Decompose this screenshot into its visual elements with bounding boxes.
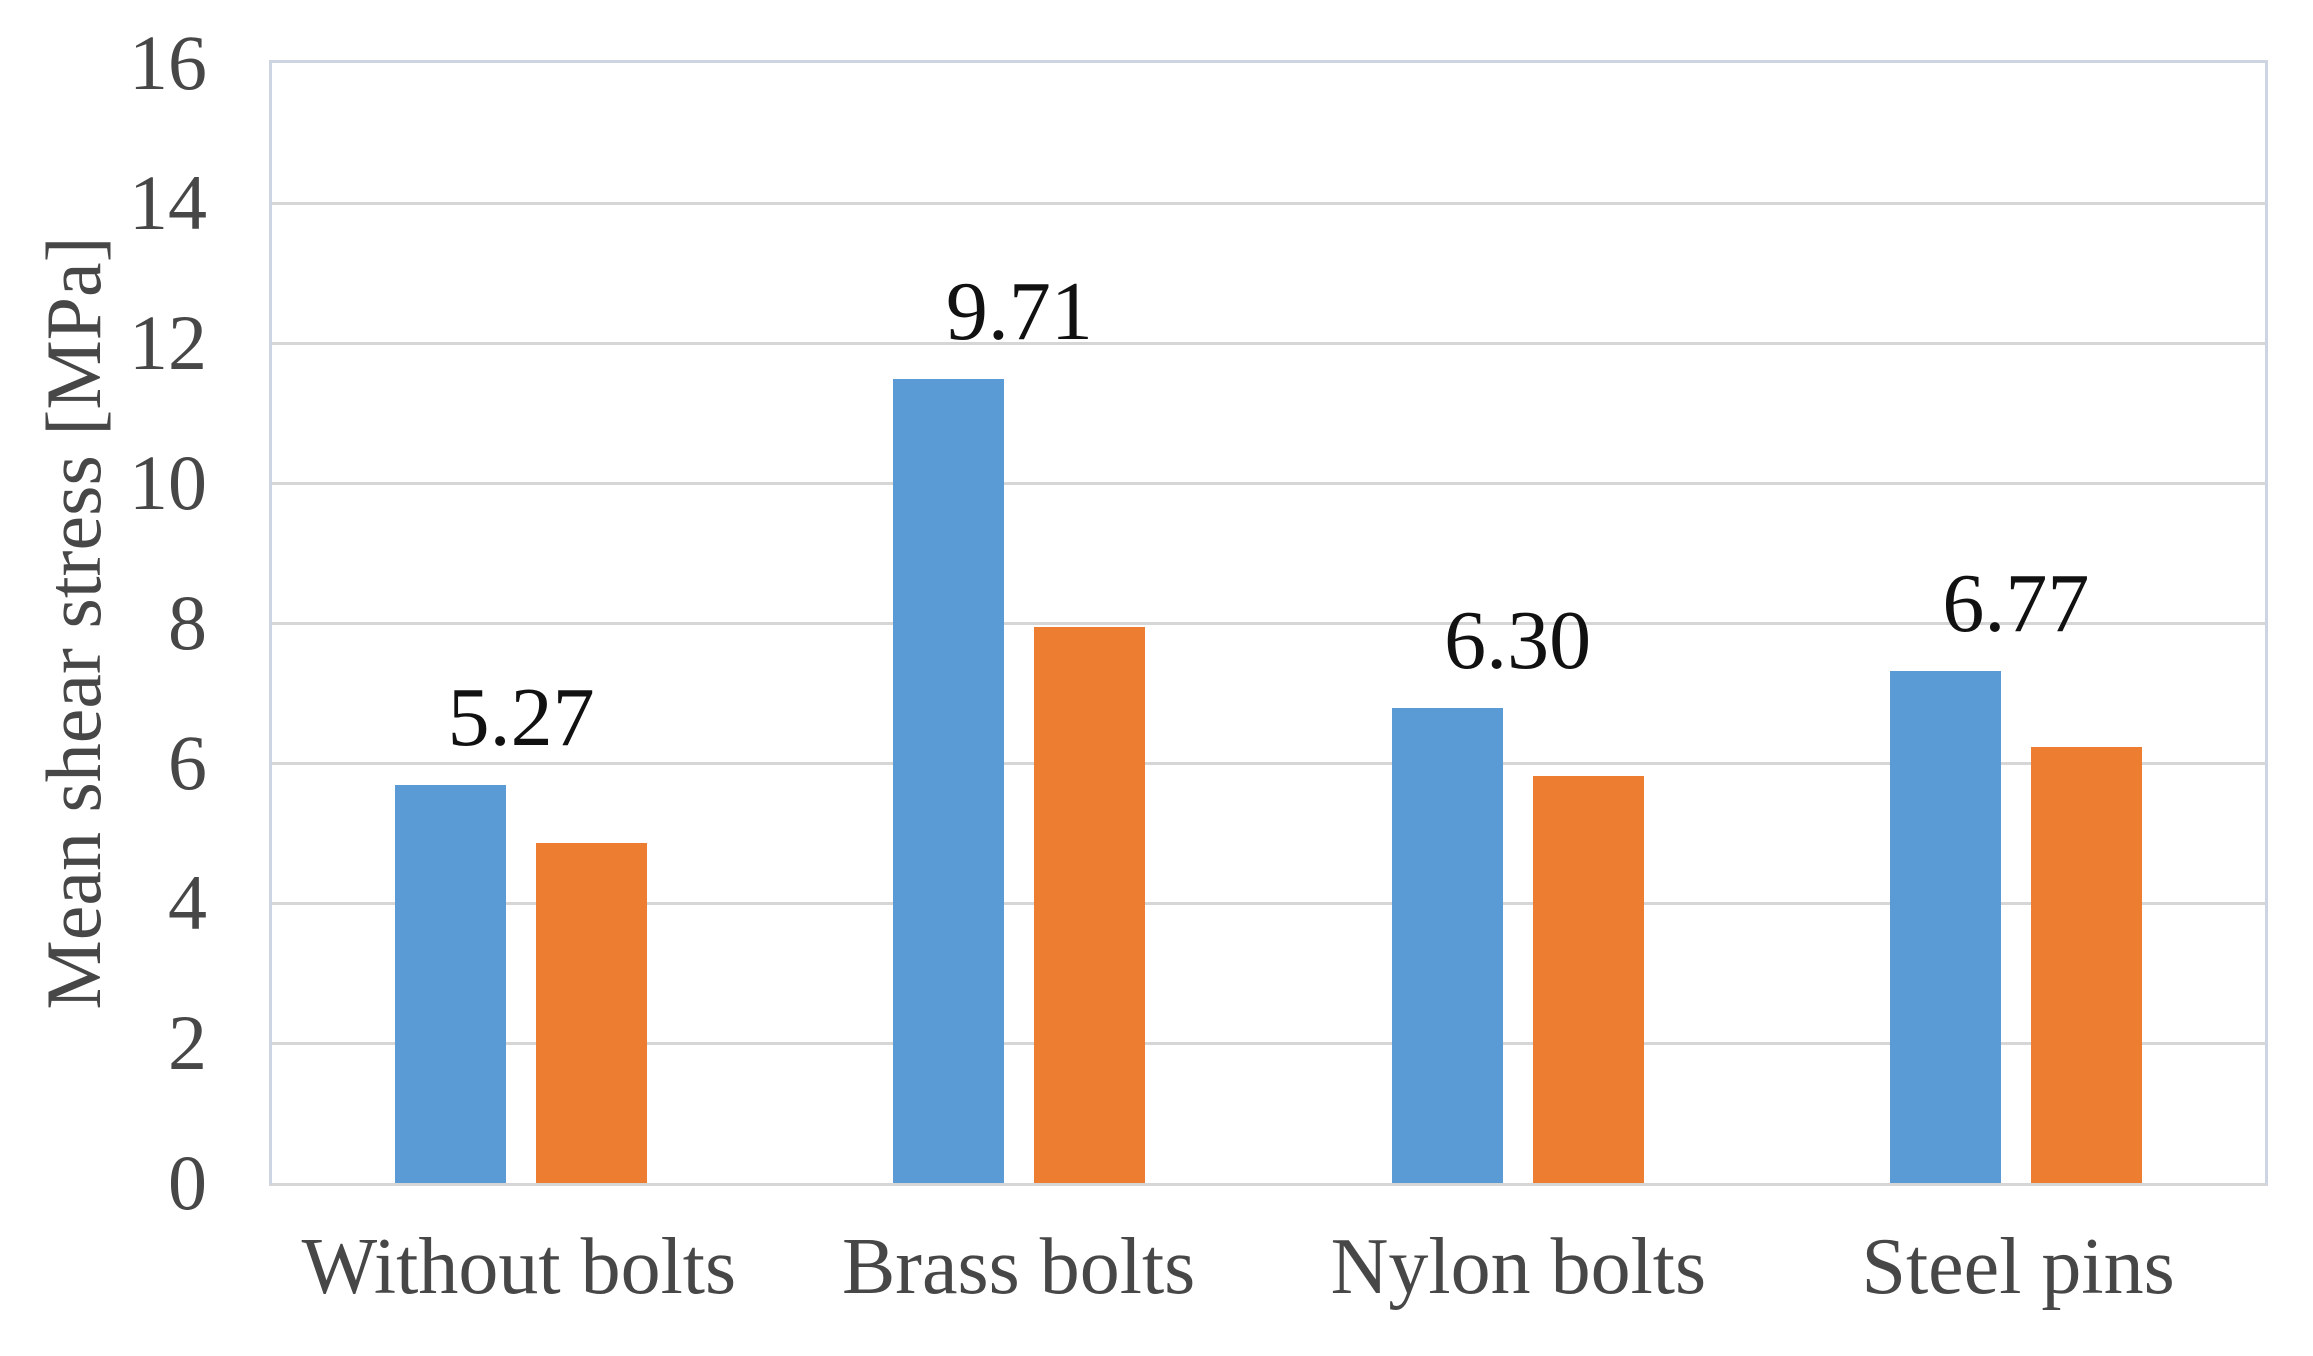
y-tick-label: 14 [129,159,207,246]
gridline [272,761,2265,765]
orange-bar [1532,775,1644,1183]
bar-group: 6.30 [1269,63,1767,1183]
bar-group: 5.27 [272,63,770,1183]
group-mean-data-label: 6.77 [1942,557,2090,651]
blue-bar [1889,671,2001,1183]
y-tick-label: 12 [129,299,207,386]
y-axis-tick-labels: 0 2 4 6 8 10 12 14 16 [0,24,207,1222]
y-tick-label: 6 [168,719,207,806]
y-tick-label: 16 [129,19,207,106]
orange-bar [2030,746,2142,1183]
blue-bar [1391,708,1503,1183]
y-tick-label: 10 [129,439,207,526]
orange-bar [1034,627,1146,1183]
group-mean-data-label: 5.27 [447,671,595,765]
x-category-label: Brass bolts [841,1223,1196,1311]
blue-bar [395,785,507,1183]
x-axis-category-labels: Without bolts Brass bolts Nylon bolts Steel… [269,1222,2268,1313]
gridline [272,201,2265,205]
gridline [272,1041,2265,1045]
blue-bar [893,379,1005,1183]
y-tick-label: 0 [168,1139,207,1226]
x-category-label: Without bolts [301,1223,737,1311]
y-tick-label: 4 [168,859,207,946]
orange-bar [536,842,648,1183]
group-mean-data-label: 9.71 [945,265,1093,359]
bar-group: 9.71 [770,63,1268,1183]
bar-group: 6.77 [1767,63,2265,1183]
group-mean-data-label: 6.30 [1444,594,1592,688]
y-tick-label: 2 [168,999,207,1086]
gridline [272,901,2265,905]
x-category-label: Nylon bolts [1330,1223,1707,1311]
gridline [272,621,2265,625]
plot-area: 5.27 9.71 6.30 6.77 [269,60,2268,1186]
gridline [272,341,2265,345]
gridline [272,481,2265,485]
x-category-label: Steel pins [1861,1223,2175,1311]
bar-groups-layer: 5.27 9.71 6.30 6.77 [272,63,2265,1183]
y-tick-label: 8 [168,579,207,666]
